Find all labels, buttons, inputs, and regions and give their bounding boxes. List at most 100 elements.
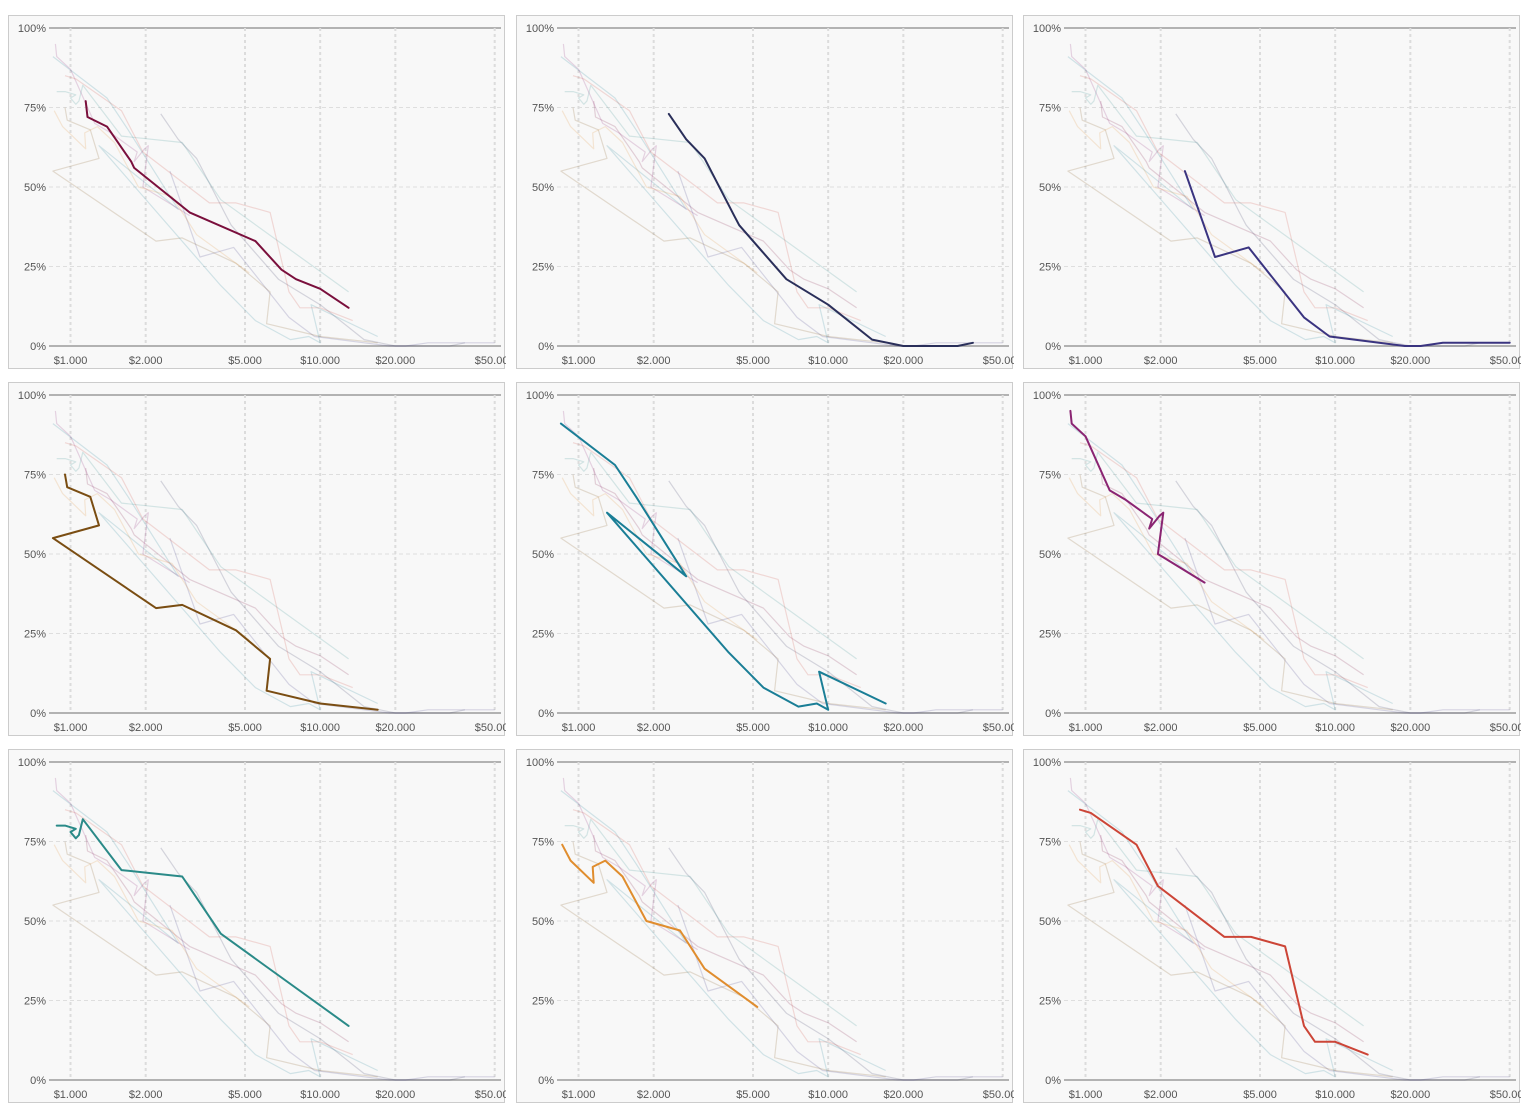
x-tick-label: $10.000 — [300, 1089, 340, 1101]
y-tick-label: 25% — [24, 629, 46, 641]
background-series-line-series-8 — [53, 477, 250, 641]
y-tick-label: 25% — [24, 996, 46, 1008]
background-series-line-series-9 — [572, 442, 861, 689]
background-series-line-series-4 — [560, 841, 886, 1078]
y-tick-label: 100% — [526, 757, 554, 769]
background-series-line-series-6 — [54, 43, 190, 217]
y-tick-label: 0% — [1045, 341, 1061, 353]
background-series-line-series-8 — [1068, 110, 1265, 274]
y-tick-label: 100% — [526, 390, 554, 402]
background-series-line-series-5 — [560, 790, 886, 1078]
x-tick-label: $2.000 — [637, 1089, 671, 1101]
x-tick-label: $20.000 — [1390, 722, 1430, 734]
background-series-line-series-4 — [1067, 474, 1393, 711]
x-tick-label: $10.000 — [1315, 1089, 1355, 1101]
chart-panel-3: 0% 25% 50% 75% 100% $1.000 $2.000 $5.000 $10.000… — [1023, 15, 1521, 369]
background-series-line-series-5 — [1067, 423, 1393, 711]
background-series-line-series-5 — [1067, 56, 1393, 344]
y-tick-label: 0% — [1045, 1075, 1061, 1087]
y-tick-label: 50% — [532, 916, 554, 928]
chart-panel-7: 0% 25% 50% 75% 100% $1.000 $2.000 $5.000 $10.000… — [8, 749, 506, 1103]
y-tick-label: 0% — [538, 341, 554, 353]
x-tick-label: $2.000 — [637, 722, 671, 734]
background-series-line-series-9 — [64, 809, 353, 1056]
background-series-line-series-5 — [560, 56, 886, 344]
background-series-line-series-3 — [169, 170, 495, 347]
y-tick-label: 0% — [30, 708, 46, 720]
y-tick-label: 75% — [1039, 103, 1061, 115]
background-series-line-series-3 — [677, 537, 1003, 714]
y-tick-label: 75% — [532, 470, 554, 482]
chart-svg-3: 0% 25% 50% 75% 100% $1.000 $2.000 $5.000 $10.000… — [1033, 23, 1521, 367]
y-tick-label: 25% — [1039, 262, 1061, 274]
chart-panel-8: 0% 25% 50% 75% 100% $1.000 $2.000 $5.000 $10.000… — [516, 749, 1014, 1103]
y-tick-label: 100% — [1033, 23, 1061, 35]
x-tick-label: $1.000 — [1069, 355, 1103, 367]
background-series-line-series-2 — [160, 847, 466, 1081]
x-tick-label: $5.000 — [736, 355, 770, 367]
y-tick-label: 100% — [1033, 757, 1061, 769]
background-series-line-series-2 — [668, 480, 974, 714]
background-series-line-series-2 — [1175, 847, 1481, 1081]
x-tick-label: $1.000 — [1069, 722, 1103, 734]
y-tick-label: 25% — [1039, 629, 1061, 641]
y-tick-label: 50% — [24, 182, 46, 194]
background-series-line-series-1 — [1100, 468, 1364, 676]
background-series-line-series-1 — [85, 468, 349, 676]
background-series-line-series-1 — [593, 835, 857, 1043]
background-series-line-series-4 — [560, 474, 886, 711]
x-tick-label: $20.000 — [1390, 355, 1430, 367]
background-series-line-series-5 — [52, 790, 378, 1078]
background-series-line-series-7 — [1071, 451, 1364, 660]
chart-svg-6: 0% 25% 50% 75% 100% $1.000 $2.000 $5.000 $10.000… — [1033, 390, 1521, 734]
x-tick-label: $5.000 — [228, 355, 262, 367]
background-series-line-series-9 — [572, 75, 861, 322]
x-tick-label: $10.000 — [1315, 722, 1355, 734]
background-series-line-series-4 — [52, 841, 378, 1078]
background-series-line-series-7 — [56, 84, 349, 293]
y-tick-label: 0% — [30, 1075, 46, 1087]
highlight-series-line-series-4 — [51, 473, 379, 711]
x-tick-label: $50.000 — [475, 355, 506, 367]
x-tick-label: $10.000 — [300, 722, 340, 734]
highlight-series-line-series-5 — [559, 422, 887, 711]
background-series-line-series-1 — [1100, 101, 1364, 309]
x-tick-label: $5.000 — [736, 1089, 770, 1101]
highlight-series-line-series-2 — [667, 112, 974, 347]
chart-svg-2: 0% 25% 50% 75% 100% $1.000 $2.000 $5.000 $10.000… — [526, 23, 1014, 367]
background-series-line-series-7 — [564, 84, 857, 293]
x-tick-label: $1.000 — [562, 355, 596, 367]
x-tick-label: $50.000 — [1490, 1089, 1521, 1101]
background-series-line-series-1 — [593, 468, 857, 676]
background-series-line-series-8 — [53, 110, 250, 274]
chart-svg-7: 0% 25% 50% 75% 100% $1.000 $2.000 $5.000 $10.000… — [18, 757, 506, 1101]
y-tick-label: 50% — [532, 182, 554, 194]
y-tick-label: 75% — [24, 103, 46, 115]
chart-svg-8: 0% 25% 50% 75% 100% $1.000 $2.000 $5.000 $10.000… — [526, 757, 1014, 1101]
background-series-line-series-6 — [54, 777, 190, 951]
y-tick-label: 75% — [532, 103, 554, 115]
background-series-line-series-5 — [52, 56, 378, 344]
background-series-line-series-4 — [1067, 107, 1393, 344]
background-series-line-series-7 — [56, 451, 349, 660]
x-tick-label: $2.000 — [637, 355, 671, 367]
background-series-line-series-2 — [1175, 480, 1481, 714]
x-tick-label: $1.000 — [54, 355, 88, 367]
chart-panel-9: 0% 25% 50% 75% 100% $1.000 $2.000 $5.000 $10.000… — [1023, 749, 1521, 1103]
y-tick-label: 100% — [526, 23, 554, 35]
background-series-line-series-4 — [560, 107, 886, 344]
x-tick-label: $2.000 — [1144, 1089, 1178, 1101]
background-series-line-series-2 — [160, 113, 466, 347]
y-tick-label: 100% — [18, 23, 46, 35]
y-tick-label: 0% — [1045, 708, 1061, 720]
y-tick-label: 75% — [1039, 470, 1061, 482]
x-tick-label: $5.000 — [736, 722, 770, 734]
y-tick-label: 0% — [30, 341, 46, 353]
background-series-line-series-7 — [564, 818, 857, 1027]
chart-svg-5: 0% 25% 50% 75% 100% $1.000 $2.000 $5.000 $10.000… — [526, 390, 1014, 734]
x-tick-label: $2.000 — [129, 355, 163, 367]
x-tick-label: $50.000 — [475, 1089, 506, 1101]
x-tick-label: $2.000 — [129, 1089, 163, 1101]
background-series-line-series-3 — [677, 170, 1003, 347]
